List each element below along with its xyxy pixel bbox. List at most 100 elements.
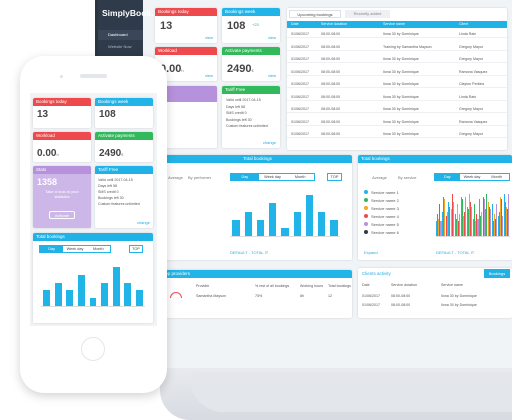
stacked-bar[interactable] bbox=[485, 209, 487, 236]
stacked-bar[interactable] bbox=[487, 201, 489, 236]
stacked-bar[interactable] bbox=[482, 196, 484, 236]
bar[interactable] bbox=[244, 211, 252, 236]
tab-week-day[interactable]: Week day bbox=[264, 175, 281, 179]
stacked-bar[interactable] bbox=[489, 209, 491, 236]
sidebar-item-website[interactable]: Website Now bbox=[108, 44, 132, 49]
stacked-bar[interactable] bbox=[452, 201, 454, 236]
stacked-bar[interactable] bbox=[437, 213, 439, 236]
service-legend-item[interactable]: Service name 4 bbox=[364, 213, 424, 221]
stacked-bar[interactable] bbox=[497, 216, 499, 236]
stacked-bar[interactable] bbox=[440, 221, 442, 236]
bar[interactable] bbox=[135, 290, 143, 306]
stacked-bar[interactable] bbox=[499, 196, 501, 236]
stacked-bar[interactable] bbox=[442, 211, 444, 236]
bar[interactable] bbox=[112, 266, 120, 306]
stacked-bar[interactable] bbox=[506, 206, 508, 236]
table-row[interactable]: 01/06/2017 08:00-08:00 Training by Samanth… bbox=[287, 41, 507, 51]
stacked-bar[interactable] bbox=[462, 216, 464, 236]
stacked-bar[interactable] bbox=[495, 204, 497, 236]
stacked-bar[interactable] bbox=[494, 218, 496, 236]
table-row[interactable]: 01/06/2017 08:00-08:00 Ilona 30 by Dominiq… bbox=[287, 66, 507, 76]
bar[interactable] bbox=[77, 274, 85, 306]
table-row[interactable]: 01/06/2017 08:00-08:00 Ilona 30 by Dominiq… bbox=[287, 116, 507, 126]
service-legend-item[interactable]: Service name 2 bbox=[364, 197, 424, 205]
table-row[interactable]: 01/06/2017 08:00-08:00 Ilona 30 by Dominiq… bbox=[287, 103, 507, 113]
stacked-bar[interactable] bbox=[466, 206, 468, 236]
stacked-bar[interactable] bbox=[483, 199, 485, 236]
stacked-bar[interactable] bbox=[480, 216, 482, 236]
stacked-bar[interactable] bbox=[473, 218, 475, 236]
bar[interactable] bbox=[101, 282, 108, 306]
table-row[interactable]: 01/06/2017 08:00-08:00 Ilona 30 by Dominiq… bbox=[287, 91, 507, 101]
phone-home-button[interactable] bbox=[81, 337, 105, 361]
table-row[interactable]: 01/06/2017 08:00-08:00 Ilona 30 by Dominiq… bbox=[287, 28, 507, 38]
stacked-bar[interactable] bbox=[504, 201, 506, 236]
service-legend-item[interactable]: Service name 3 bbox=[364, 205, 424, 213]
bar[interactable] bbox=[43, 290, 51, 306]
stacked-bar[interactable] bbox=[444, 199, 446, 236]
view-link[interactable]: view bbox=[204, 73, 213, 78]
top-button[interactable]: TOP bbox=[327, 173, 342, 181]
stacked-bar[interactable] bbox=[460, 196, 462, 236]
tab-month[interactable]: Month bbox=[491, 175, 502, 179]
view-link[interactable]: view bbox=[267, 35, 276, 40]
view-link[interactable]: view bbox=[204, 35, 213, 40]
stacked-bar[interactable] bbox=[488, 206, 490, 236]
view-link[interactable]: view bbox=[267, 73, 276, 78]
tab-week-day[interactable]: Week day bbox=[463, 175, 481, 179]
expand-link[interactable]: Expand bbox=[364, 250, 378, 255]
service-legend-item[interactable]: Service name 6 bbox=[364, 229, 424, 237]
stacked-bar[interactable] bbox=[471, 206, 473, 236]
tab-recent[interactable]: Recently added bbox=[345, 10, 390, 18]
tab-day[interactable]: Day bbox=[435, 174, 460, 181]
stacked-bar[interactable] bbox=[470, 201, 472, 236]
stacked-bar[interactable] bbox=[503, 194, 505, 236]
stacked-bar[interactable] bbox=[464, 211, 466, 236]
stacked-bar[interactable] bbox=[457, 221, 459, 236]
brand-logo[interactable]: SimplyBook.me bbox=[102, 8, 166, 18]
stacked-bar[interactable] bbox=[450, 209, 452, 236]
table-row[interactable]: 01/06/2017 08:00-08:00 Ilona 30 by Dominiq… bbox=[287, 78, 507, 88]
bar[interactable] bbox=[269, 203, 277, 236]
tab-day[interactable]: Day bbox=[40, 246, 64, 253]
stacked-bar[interactable] bbox=[443, 196, 445, 236]
bar[interactable] bbox=[89, 298, 97, 306]
tab-upcoming[interactable]: Upcoming bookings bbox=[289, 10, 341, 18]
stacked-bar[interactable] bbox=[438, 218, 440, 236]
change-link[interactable]: change bbox=[136, 220, 150, 225]
stacked-bar[interactable] bbox=[492, 221, 494, 236]
col-duration[interactable]: Service duration bbox=[321, 22, 347, 26]
bar[interactable] bbox=[232, 219, 240, 236]
activate-button[interactable]: Activate bbox=[49, 211, 75, 219]
stacked-bar[interactable] bbox=[493, 213, 495, 236]
tab-day[interactable]: Day bbox=[231, 174, 259, 181]
stacked-bar[interactable] bbox=[502, 216, 504, 236]
bar[interactable] bbox=[318, 211, 326, 236]
stacked-bar[interactable] bbox=[481, 211, 483, 236]
by-performer-label[interactable]: By performer bbox=[188, 175, 212, 180]
stacked-bar[interactable] bbox=[448, 201, 450, 236]
table-row[interactable]: 01/06/2017 08:00-08:00 Ilona 30 by Dominiq… bbox=[287, 128, 507, 138]
stacked-bar[interactable] bbox=[461, 199, 463, 236]
top-button[interactable]: TOP bbox=[129, 245, 143, 253]
col-date[interactable]: Date bbox=[291, 22, 299, 26]
stacked-bar[interactable] bbox=[491, 204, 493, 236]
bar[interactable] bbox=[330, 219, 338, 236]
tab-week-day[interactable]: Week day bbox=[66, 247, 84, 251]
stacked-bar[interactable] bbox=[465, 196, 467, 236]
service-legend-item[interactable]: Service name 5 bbox=[364, 221, 424, 229]
service-legend-item[interactable]: Service name 1 bbox=[364, 189, 424, 197]
stacked-bar[interactable] bbox=[454, 213, 456, 236]
stacked-bar[interactable] bbox=[477, 218, 479, 236]
stacked-bar[interactable] bbox=[507, 209, 509, 236]
col-service[interactable]: Service name bbox=[383, 22, 405, 26]
bar[interactable] bbox=[54, 282, 62, 306]
tab-month[interactable]: Month bbox=[294, 175, 306, 179]
stacked-bar[interactable] bbox=[501, 199, 503, 236]
stacked-bar[interactable] bbox=[436, 221, 438, 236]
bar[interactable] bbox=[124, 282, 132, 306]
stacked-bar[interactable] bbox=[445, 216, 447, 236]
table-row[interactable]: 01/06/2017 08:00-08:00 Ilona 30 by Dominiq… bbox=[287, 53, 507, 63]
bookings-button[interactable]: Bookings bbox=[484, 269, 510, 278]
bar[interactable] bbox=[305, 195, 314, 236]
